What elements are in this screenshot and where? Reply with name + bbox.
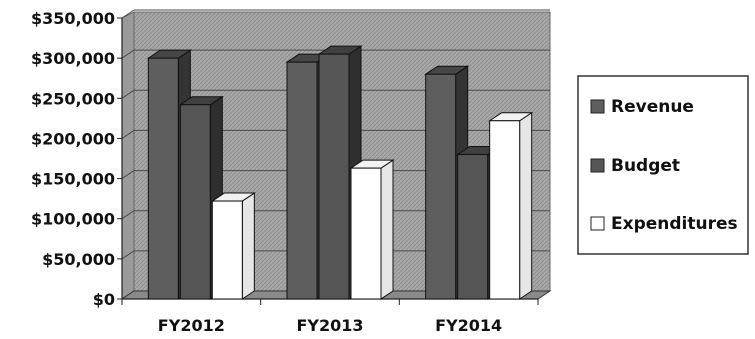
legend-swatch-revenue bbox=[590, 99, 605, 114]
gridline-depth-1 bbox=[121, 250, 135, 260]
bar-side bbox=[380, 159, 394, 300]
y-tick-label-2: $100,000 bbox=[31, 210, 115, 229]
bar-front bbox=[286, 61, 318, 300]
y-tick-label-5: $250,000 bbox=[31, 89, 115, 108]
legend-swatch-budget bbox=[590, 158, 605, 173]
bar-front bbox=[489, 120, 521, 300]
bar-front bbox=[147, 57, 179, 300]
x-axis: FY2012 FY2013 FY2014 bbox=[121, 299, 539, 335]
bar-front bbox=[457, 153, 489, 300]
bars bbox=[146, 45, 534, 300]
y-tick-label-3: $150,000 bbox=[31, 170, 115, 189]
x-tick-label-fy2014: FY2014 bbox=[435, 316, 502, 335]
bar-front bbox=[425, 73, 457, 300]
bar-front bbox=[350, 167, 382, 300]
bar-side bbox=[241, 192, 255, 300]
y-tick-label-0: $0 bbox=[93, 290, 115, 309]
legend-label-revenue: Revenue bbox=[611, 97, 694, 117]
bar-expenditures-fy2012 bbox=[210, 192, 256, 300]
bar-expenditures-fy2013 bbox=[349, 159, 395, 300]
bar-expenditures-fy2014 bbox=[488, 111, 534, 300]
bar-side bbox=[519, 111, 533, 300]
x-tick-label-fy2013: FY2013 bbox=[296, 316, 363, 335]
bar-front bbox=[211, 200, 243, 300]
legend-swatch-expenditures bbox=[590, 216, 605, 231]
y-axis: $0 $50,000 $100,000 $150,000 $200,000 $250,00… bbox=[31, 9, 123, 309]
legend-box bbox=[577, 75, 749, 255]
gridline-depth-7 bbox=[121, 9, 135, 19]
gridline-depth-4 bbox=[121, 130, 135, 139]
gridline-depth-2 bbox=[121, 210, 135, 220]
bar-front bbox=[318, 53, 350, 300]
side-wall bbox=[121, 11, 135, 300]
legend: Revenue Budget Expenditures bbox=[577, 75, 749, 255]
y-tick-label-7: $350,000 bbox=[31, 9, 115, 28]
gridline-depth-5 bbox=[121, 89, 135, 99]
gridline-depth-3 bbox=[121, 170, 135, 179]
y-tick-label-1: $50,000 bbox=[42, 250, 115, 269]
bar-front bbox=[179, 104, 211, 300]
y-tick-label-6: $300,000 bbox=[31, 49, 115, 68]
x-tick-label-fy2012: FY2012 bbox=[158, 316, 225, 335]
legend-label-expenditures: Expenditures bbox=[611, 214, 738, 234]
gridline-depth-6 bbox=[121, 49, 135, 59]
legend-label-budget: Budget bbox=[611, 156, 680, 176]
y-tick-label-4: $200,000 bbox=[31, 129, 115, 148]
